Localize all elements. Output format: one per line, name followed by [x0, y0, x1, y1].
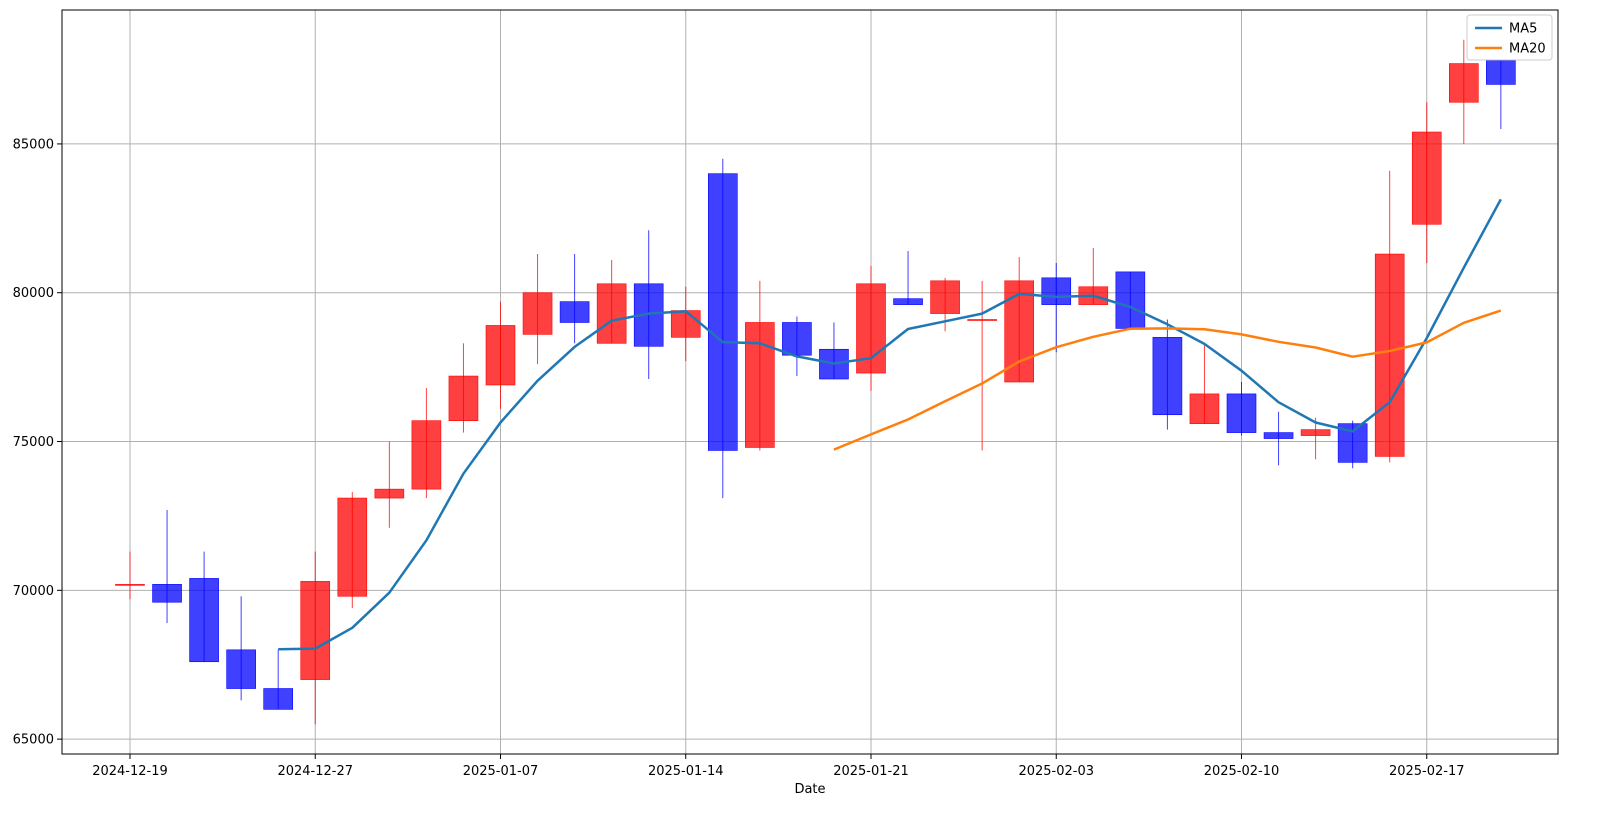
legend-label: MA5: [1509, 22, 1537, 37]
candle: [1263, 411, 1294, 466]
candle-body: [411, 420, 442, 490]
candle: [1115, 271, 1146, 329]
candle-body: [1189, 393, 1220, 424]
candle: [782, 316, 812, 377]
y-tick-label: 65000: [13, 733, 54, 748]
candles: [115, 39, 1516, 725]
candle-body: [1152, 337, 1183, 416]
series-line-ma5: [278, 198, 1502, 651]
candle: [707, 158, 738, 499]
candle: [1226, 382, 1257, 436]
x-tick-label: 2025-02-10: [1204, 764, 1280, 779]
candle-body: [1449, 63, 1479, 103]
candle: [300, 551, 331, 725]
candle-body: [152, 584, 182, 603]
candle: [967, 280, 997, 451]
candle: [1152, 319, 1183, 430]
candle: [226, 596, 256, 701]
candle: [263, 649, 294, 710]
candle-body: [745, 322, 775, 448]
candle-body: [374, 488, 405, 499]
candle: [152, 509, 182, 624]
candle-body: [263, 688, 294, 710]
candle-body: [189, 578, 219, 663]
candle-body: [967, 319, 997, 321]
x-axis-label: Date: [794, 782, 825, 797]
y-tick-label: 75000: [13, 435, 54, 450]
candle: [485, 301, 516, 409]
candle: [745, 280, 775, 451]
x-tick-label: 2024-12-27: [277, 764, 353, 779]
candle: [189, 551, 219, 663]
candle: [856, 265, 886, 391]
candle-body: [485, 325, 516, 386]
legend: MA5 MA20: [1466, 14, 1553, 61]
candle-body: [115, 584, 145, 586]
candle: [374, 441, 405, 528]
candle: [893, 251, 923, 305]
x-tick-label: 2025-02-03: [1018, 764, 1094, 779]
candle: [559, 254, 590, 344]
candle: [633, 230, 664, 380]
y-tick-label: 70000: [13, 584, 54, 599]
candle: [448, 343, 479, 433]
candle: [1374, 170, 1405, 463]
x-tick-label: 2025-01-14: [648, 764, 724, 779]
legend-label: MA20: [1509, 42, 1546, 57]
candle-body: [559, 301, 590, 323]
candle-body: [1263, 432, 1294, 439]
candle: [670, 286, 701, 362]
candle-body: [707, 173, 738, 451]
series-line-ma20: [833, 309, 1502, 451]
candle-body: [893, 298, 923, 305]
candle: [411, 387, 442, 499]
candle: [522, 254, 553, 365]
candle-body: [337, 497, 368, 597]
y-axis: 65000 70000 75000 80000 85000: [13, 137, 62, 748]
y-tick-label: 80000: [13, 286, 54, 301]
candle: [930, 277, 960, 332]
candle: [1041, 262, 1072, 353]
candle-body: [1411, 131, 1442, 225]
candle: [337, 492, 368, 609]
candle-body: [1374, 253, 1405, 457]
moving-average-lines: [278, 198, 1502, 651]
candle: [1486, 60, 1516, 130]
x-tick-label: 2025-01-21: [833, 764, 909, 779]
candle: [115, 551, 145, 600]
candle: [819, 322, 849, 380]
candle: [1300, 417, 1331, 460]
candle-body: [670, 310, 701, 338]
candle-body: [1226, 393, 1257, 433]
x-axis: 2024-12-19 2024-12-27 2025-01-07 2025-01-14…: [92, 754, 1465, 779]
candle-body: [1486, 60, 1516, 85]
candle-body: [300, 581, 331, 680]
candle-body: [226, 649, 256, 689]
candle-body: [1300, 429, 1331, 436]
x-tick-label: 2025-02-17: [1389, 764, 1465, 779]
candle-body: [448, 375, 479, 421]
x-tick-label: 2025-01-07: [463, 764, 539, 779]
candle: [1411, 102, 1442, 263]
candle-body: [782, 322, 812, 356]
candle: [596, 259, 627, 344]
x-tick-label: 2024-12-19: [92, 764, 168, 779]
candle-body: [596, 283, 627, 344]
candle-body: [1115, 271, 1146, 329]
plot-area-frame: [61, 9, 1559, 755]
candle-body: [1041, 277, 1072, 305]
candle-body: [930, 280, 960, 314]
candle: [1449, 39, 1479, 144]
y-tick-label: 85000: [13, 137, 54, 152]
candle: [1004, 257, 1035, 383]
grid-lines: [62, 10, 1558, 754]
candle: [1189, 343, 1220, 424]
candle-body: [522, 292, 553, 335]
